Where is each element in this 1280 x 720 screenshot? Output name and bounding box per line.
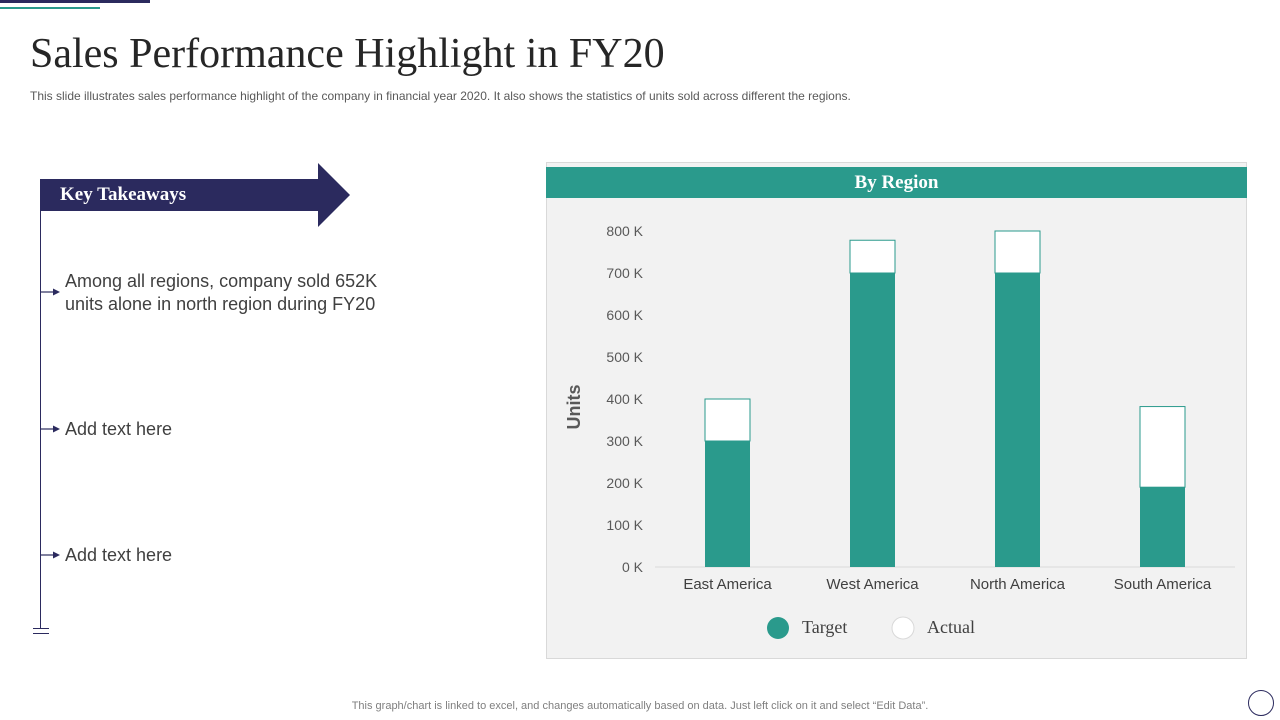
legend-label-actual: Actual — [927, 617, 975, 637]
y-tick-label: 0 K — [622, 559, 644, 575]
corner-circle-icon — [1248, 690, 1274, 716]
legend-label-target: Target — [802, 617, 847, 637]
bar-actual — [704, 398, 751, 442]
bar-target — [1140, 487, 1185, 567]
takeaway-item: Among all regions, company sold 652K uni… — [65, 271, 378, 314]
legend-marker-actual — [891, 616, 915, 640]
bar-target — [705, 441, 750, 567]
y-tick-label: 200 K — [606, 475, 643, 491]
top-accent-bar-teal — [0, 7, 100, 9]
timeline-line — [40, 200, 41, 628]
y-tick-label: 600 K — [606, 307, 643, 323]
bullet-arrow-icon — [41, 288, 60, 296]
bullet-arrow-icon — [41, 425, 60, 433]
legend-marker-target — [767, 617, 789, 639]
bar-actual — [994, 230, 1041, 274]
bar-chart[interactable]: 0 K 100 K 200 K 300 K 400 K 500 K 600 K 700 K 80… — [546, 198, 1247, 659]
x-tick-label: South America — [1114, 576, 1212, 593]
bar-target — [995, 273, 1040, 567]
chart-area[interactable] — [546, 162, 1247, 659]
page-subtitle: This slide illustrates sales performance… — [30, 89, 851, 103]
y-tick-label: 300 K — [606, 433, 643, 449]
key-takeaways-heading: Key Takeaways — [60, 184, 187, 205]
key-takeaways-arrow — [40, 163, 350, 227]
x-tick-label: West America — [826, 576, 919, 593]
y-tick-label: 800 K — [606, 223, 643, 239]
timeline-end-mark — [33, 628, 49, 629]
top-accent-bar — [0, 0, 150, 3]
page-title: Sales Performance Highlight in FY20 — [30, 31, 665, 77]
timeline-end-mark — [33, 633, 49, 634]
bar-actual — [1139, 406, 1186, 488]
footer-note: This graph/chart is linked to excel, and… — [351, 700, 929, 712]
y-tick-label: 500 K — [606, 349, 643, 365]
bar-target — [850, 273, 895, 567]
y-axis-label: Units — [564, 385, 584, 430]
x-tick-label: North America — [970, 576, 1066, 593]
chart-title: By Region — [546, 167, 1247, 198]
y-tick-label: 700 K — [606, 265, 643, 281]
bullet-arrow-icon — [41, 551, 60, 559]
takeaway-item: Add text here — [65, 419, 173, 439]
takeaway-item: Add text here — [65, 545, 173, 565]
bar-actual — [849, 239, 896, 274]
y-tick-label: 100 K — [606, 517, 643, 533]
y-tick-label: 400 K — [606, 391, 643, 407]
x-tick-label: East America — [683, 576, 772, 593]
